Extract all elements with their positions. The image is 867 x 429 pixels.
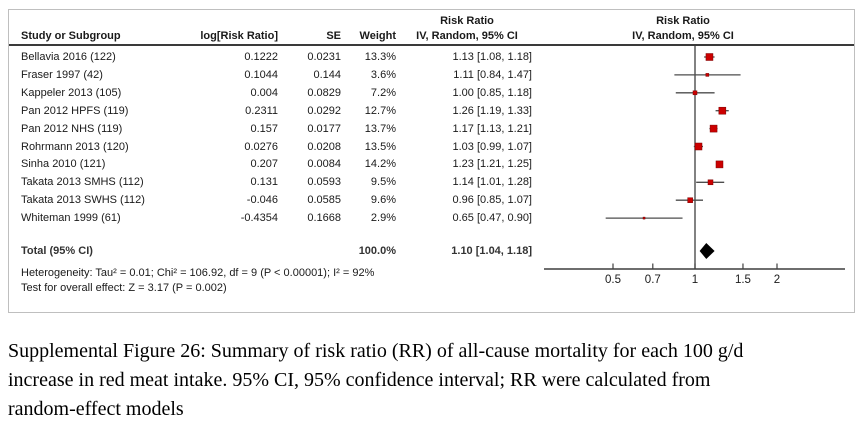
- study-label: Fraser 1997 (42): [21, 68, 103, 81]
- study-row: Whiteman 1999 (61) -0.4354 0.1668 2.9% 0.65 …: [9, 209, 854, 227]
- se-value: 0.0585: [307, 194, 341, 207]
- summary-diamond: [699, 243, 715, 259]
- logrr-column-header: log[Risk Ratio]: [200, 30, 278, 42]
- caption-line: increase in red meat intake. 95% CI, 95%…: [8, 369, 711, 391]
- axis-tick-label: 1: [692, 274, 698, 286]
- study-label: Bellavia 2016 (122): [21, 51, 116, 63]
- se-value: 0.0829: [307, 86, 341, 99]
- log-risk-ratio-value: 0.004: [250, 86, 278, 99]
- ci-value: 1.11 [0.84, 1.47]: [453, 68, 532, 81]
- effect-marker: [687, 197, 693, 203]
- effect-marker: [642, 216, 646, 220]
- se-value: 0.0593: [307, 176, 341, 189]
- study-row: Pan 2012 HPFS (119) 0.2311 0.0292 12.7% 1.26…: [9, 102, 854, 120]
- forest-plot-svg: 0.5 0.7 1 1.5 2: [544, 46, 845, 286]
- weight-value: 13.5%: [364, 140, 396, 153]
- figure-caption: Supplemental Figure 26: Summary of risk …: [8, 337, 860, 424]
- se-value: 0.0292: [307, 104, 341, 117]
- weight-value: 13.3%: [364, 51, 396, 63]
- total-label: Total (95% CI): [21, 245, 93, 257]
- total-weight: 100.0%: [358, 245, 396, 257]
- weight-value: 2.9%: [370, 212, 396, 225]
- ci-value: 0.65 [0.47, 0.90]: [452, 212, 532, 225]
- effect-marker: [705, 73, 710, 77]
- se-value: 0.0208: [307, 140, 341, 153]
- ci-value: 0.96 [0.85, 1.07]: [452, 194, 532, 207]
- study-label: Kappeler 2013 (105): [21, 86, 122, 99]
- log-risk-ratio-value: 0.0276: [244, 140, 278, 153]
- log-risk-ratio-value: 0.1222: [244, 51, 278, 63]
- effect-marker: [707, 179, 714, 186]
- study-row: Rohrmann 2013 (120) 0.0276 0.0208 13.5% 1.03…: [9, 138, 854, 156]
- ci-value: 1.13 [1.08, 1.18]: [452, 51, 532, 63]
- ci-value: 1.17 [1.13, 1.21]: [452, 122, 532, 135]
- log-risk-ratio-value: -0.4354: [240, 212, 278, 225]
- forest-plot-panel: Risk Ratio Risk Ratio Study or Subgroup …: [8, 9, 855, 313]
- weight-value: 3.6%: [370, 68, 396, 81]
- weight-value: 9.6%: [370, 194, 396, 207]
- effect-marker: [715, 160, 724, 169]
- log-risk-ratio-value: 0.207: [250, 158, 278, 171]
- study-row: Fraser 1997 (42) 0.1044 0.144 3.6% 1.11 [0.8…: [9, 66, 854, 84]
- se-column-header: SE: [326, 30, 341, 42]
- weight-column-header: Weight: [359, 30, 396, 42]
- study-label: Rohrmann 2013 (120): [21, 140, 129, 153]
- caption-line: Supplemental Figure 26: Summary of risk …: [8, 340, 744, 362]
- plot-column-header-line2: IV, Random, 95% CI: [632, 30, 734, 42]
- study-row: Takata 2013 SMHS (112) 0.131 0.0593 9.5% 1.1…: [9, 173, 854, 191]
- study-row: Pan 2012 NHS (119) 0.157 0.0177 13.7% 1.17 […: [9, 120, 854, 138]
- study-label: Pan 2012 NHS (119): [21, 122, 123, 135]
- plot-column-header-line1: Risk Ratio: [656, 15, 710, 27]
- axis-tick-label: 0.5: [605, 274, 621, 286]
- axis-tick-label: 1.5: [735, 274, 751, 286]
- log-risk-ratio-value: 0.1044: [244, 68, 278, 81]
- ci-value: 1.26 [1.19, 1.33]: [452, 104, 532, 117]
- effect-marker: [705, 53, 714, 61]
- axis-tick-label: 2: [774, 274, 780, 286]
- study-label: Sinha 2010 (121): [21, 158, 106, 171]
- caption-line: random-effect models: [8, 398, 184, 420]
- ci-column-header-line1: Risk Ratio: [440, 15, 494, 27]
- ci-value: 1.14 [1.01, 1.28]: [452, 176, 532, 189]
- weight-value: 12.7%: [364, 104, 396, 117]
- effect-marker: [692, 90, 698, 96]
- weight-value: 9.5%: [370, 176, 396, 189]
- study-label: Whiteman 1999 (61): [21, 212, 121, 225]
- total-row: Total (95% CI) 100.0% 1.10 [1.04, 1.18]: [9, 242, 854, 260]
- ci-value: 1.03 [0.99, 1.07]: [452, 140, 532, 153]
- total-ci-value: 1.10 [1.04, 1.18]: [451, 245, 532, 257]
- study-label: Takata 2013 SWHS (112): [21, 194, 145, 207]
- study-label: Pan 2012 HPFS (119): [21, 104, 129, 117]
- axis-tick-label: 0.7: [645, 274, 661, 286]
- ci-value: 1.23 [1.21, 1.25]: [452, 158, 532, 171]
- study-row: Kappeler 2013 (105) 0.004 0.0829 7.2% 1.00 […: [9, 84, 854, 102]
- ci-value: 1.00 [0.85, 1.18]: [452, 86, 532, 99]
- weight-value: 14.2%: [364, 158, 396, 171]
- ci-column-header-line2: IV, Random, 95% CI: [416, 30, 518, 42]
- study-row: Bellavia 2016 (122) 0.1222 0.0231 13.3% 1.13…: [9, 48, 854, 66]
- se-value: 0.0084: [307, 158, 341, 171]
- log-risk-ratio-value: 0.157: [250, 122, 278, 135]
- weight-value: 7.2%: [370, 86, 396, 99]
- effect-marker: [718, 106, 727, 115]
- header-rule: [9, 44, 854, 46]
- se-value: 0.0177: [307, 122, 341, 135]
- study-column-header: Study or Subgroup: [21, 30, 121, 42]
- effect-marker: [709, 124, 718, 133]
- overall-effect-note: Test for overall effect: Z = 3.17 (P = 0…: [21, 282, 227, 294]
- effect-marker: [694, 142, 703, 151]
- study-row: Sinha 2010 (121) 0.207 0.0084 14.2% 1.23 [1.…: [9, 155, 854, 173]
- log-risk-ratio-value: -0.046: [246, 194, 278, 207]
- study-row: Takata 2013 SWHS (112) -0.046 0.0585 9.6% 0.…: [9, 191, 854, 209]
- se-value: 0.0231: [307, 51, 341, 63]
- weight-value: 13.7%: [364, 122, 396, 135]
- se-value: 0.1668: [307, 212, 341, 225]
- study-label: Takata 2013 SMHS (112): [21, 176, 144, 189]
- log-risk-ratio-value: 0.2311: [245, 104, 278, 117]
- se-value: 0.144: [313, 68, 341, 81]
- log-risk-ratio-value: 0.131: [250, 176, 278, 189]
- heterogeneity-note: Heterogeneity: Tau² = 0.01; Chi² = 106.9…: [21, 267, 375, 279]
